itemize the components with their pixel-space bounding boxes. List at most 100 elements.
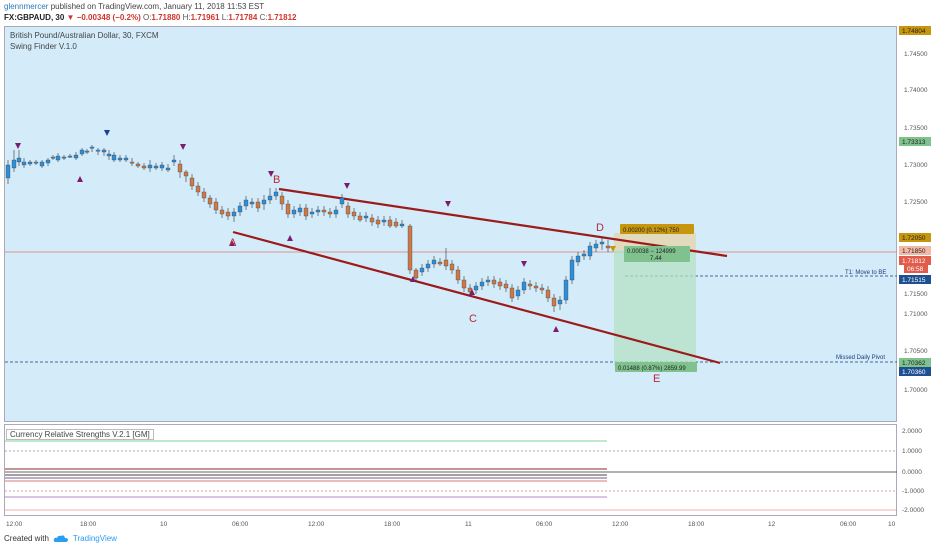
candle-body: [455, 269, 461, 281]
candle-body: [593, 243, 599, 249]
candle-body: [393, 221, 399, 227]
stop-label: 0.01488 (0.87%) 2859.99: [618, 366, 686, 372]
candle-body: [387, 219, 393, 227]
candle-body: [491, 279, 497, 285]
ohlc-legend: FX:GBPAUD, 30 ▼ −0.00348 (−0.2%) O:1.718…: [4, 13, 296, 22]
time-tick: 10: [888, 521, 896, 528]
candle-body: [285, 203, 291, 215]
candle-body: [509, 287, 515, 299]
candle-body: [255, 201, 261, 209]
candle-body: [309, 211, 315, 215]
symbol-label[interactable]: FX:GBPAUD, 30: [4, 13, 65, 22]
candle-body: [375, 219, 381, 225]
indicator-title[interactable]: Swing Finder V.1.0: [10, 42, 77, 51]
candle-body: [473, 285, 479, 291]
candle-body: [225, 211, 231, 217]
candle-body: [569, 259, 575, 281]
candle-body: [333, 209, 339, 215]
candle-body: [399, 223, 405, 227]
swing-low-marker: [77, 176, 83, 182]
candle-body: [189, 177, 195, 187]
candle-body: [261, 199, 267, 205]
candle-body: [497, 281, 503, 287]
candle-body: [45, 159, 51, 164]
candle-body: [177, 163, 183, 173]
channel-upper-line[interactable]: [278, 187, 728, 258]
price-tag-last: 1.71812: [902, 258, 926, 265]
wave-label-b: B: [273, 174, 280, 186]
time-tick: 11: [465, 521, 472, 528]
price-tick: 1.71000: [904, 311, 928, 318]
stop-zone[interactable]: [614, 250, 696, 366]
stop-label-box: [615, 362, 697, 372]
channel-lower-line[interactable]: [232, 230, 721, 365]
swing-low-marker: [229, 240, 235, 246]
candle-body: [527, 283, 533, 287]
candle-body: [165, 167, 171, 171]
candle-body: [515, 289, 521, 297]
low-label: L:: [221, 13, 229, 22]
candle-body: [39, 161, 45, 167]
candle-body: [21, 161, 27, 166]
close-value: 1.71812: [267, 13, 297, 22]
price-tick: 1.71500: [904, 291, 928, 298]
candle-body: [461, 279, 467, 289]
publish-info: glennmercer published on TradingView.com…: [4, 2, 264, 11]
countdown-tag: 06:58: [907, 266, 924, 273]
candle-body: [315, 209, 321, 213]
candle-body: [16, 157, 22, 163]
target-label-box: [620, 224, 694, 234]
time-tick: 18:00: [688, 521, 705, 528]
candle-body: [563, 279, 569, 301]
candle-body: [249, 201, 255, 205]
chart-main-pane[interactable]: [4, 26, 897, 422]
candle-body: [84, 150, 90, 153]
swing-high-marker: [445, 201, 451, 207]
author-link[interactable]: glennmercer: [4, 2, 49, 11]
candle-body: [581, 253, 587, 257]
osc-tick: -2.0000: [902, 507, 924, 514]
swing-low-marker: [553, 326, 559, 332]
wave-label-a: A: [229, 237, 237, 249]
target-zone[interactable]: [614, 233, 696, 250]
candle-body: [95, 149, 101, 152]
price-tick: 1.70000: [904, 387, 928, 394]
swing-low-marker: [410, 276, 416, 282]
swing-high-marker: [344, 183, 350, 189]
price-tag-level3: 1.71850: [902, 248, 926, 255]
swing-high-marker: [610, 246, 616, 252]
osc-tick: 1.0000: [902, 448, 922, 455]
candle-body: [357, 215, 363, 221]
candle-body: [327, 211, 333, 215]
price-tag-t1: 1.71515: [902, 277, 926, 284]
candle-body: [369, 217, 375, 223]
candle-body: [201, 191, 207, 199]
swing-high-marker: [180, 144, 186, 150]
tradingview-brand-link[interactable]: TradingView: [72, 534, 117, 543]
candle-body: [485, 279, 491, 283]
candle-body: [27, 161, 33, 165]
candle-body: [587, 245, 593, 257]
candle-body: [539, 287, 545, 291]
candle-body: [363, 215, 369, 219]
candle-body: [73, 154, 79, 159]
tag-box: [904, 265, 928, 273]
candle-body: [437, 261, 443, 265]
oscillator-title[interactable]: Currency Relative Strengths V.2.1 [GM]: [6, 429, 154, 440]
candle-body: [521, 281, 527, 291]
t1-note: T1: Move to BE: [845, 270, 886, 276]
candle-body: [141, 165, 147, 169]
price-tick: 1.74500: [904, 51, 928, 58]
candle-body: [106, 153, 112, 157]
candle-body: [11, 159, 17, 169]
wave-label-e: E: [653, 373, 660, 385]
change-value: ▼ −0.00348 (−0.2%): [66, 13, 141, 22]
candle-body: [297, 207, 303, 213]
candle-body: [479, 281, 485, 287]
price-tick: 1.73000: [904, 162, 928, 169]
high-label: H:: [182, 13, 191, 22]
candle-body: [111, 154, 117, 161]
swing-high-marker: [268, 171, 274, 177]
pivot-note: Missed Daily Pivot: [836, 355, 885, 361]
